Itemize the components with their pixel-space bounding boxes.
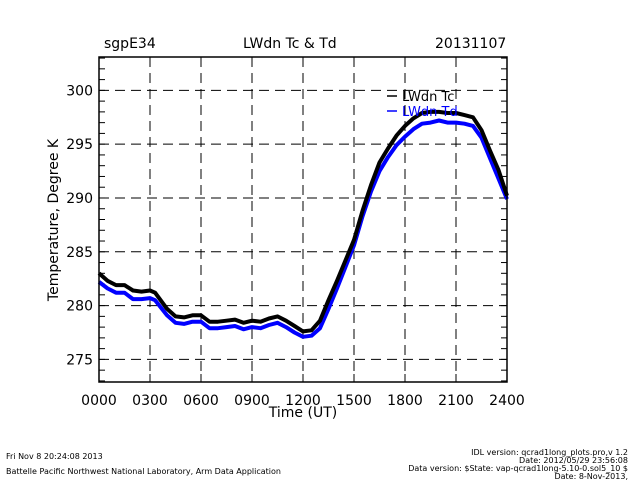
y-tick-labels: 275 280 285 290 295 300 (66, 83, 93, 368)
y-tick-label: 280 (66, 299, 93, 315)
footer-idl-version: IDL version: qcrad1long_plots.pro,v 1.2 (471, 448, 628, 457)
footer-data-version: Data version: $State: vap-qcrad1long-5.1… (408, 464, 628, 473)
y-tick-label: 295 (66, 137, 93, 153)
x-tick-label: 0300 (132, 393, 168, 409)
x-axis-label: Time (UT) (268, 405, 337, 421)
series-line-lwdn-td (97, 118, 509, 339)
series-line-lwdn-tc (97, 109, 509, 334)
legend-label-tc: LWdn Tc (402, 90, 454, 105)
plot-frame (98, 56, 508, 383)
footer-data-date: Date: 8-Nov-2013, (554, 472, 628, 481)
y-tick-label: 285 (66, 245, 93, 261)
legend: LWdn Tc LWdn Td (387, 90, 458, 120)
legend-label-td: LWdn Td (402, 105, 458, 120)
x-tick-label: 2100 (438, 393, 474, 409)
y-tick-label: 290 (66, 191, 93, 207)
site-label: sgpE34 (104, 36, 156, 52)
y-axis-label: Temperature, Degree K (46, 138, 62, 302)
x-tick-label: 0000 (81, 393, 117, 409)
x-tick-labels: 0000 0300 0600 0900 1200 1500 1800 2100 2400 (81, 393, 525, 409)
series-lines (97, 109, 509, 339)
x-tick-label: 0900 (234, 393, 270, 409)
grid (99, 57, 507, 382)
footer-org: Battelle Pacific Northwest National Labo… (6, 467, 281, 476)
x-tick-label: 0600 (183, 393, 219, 409)
date-label: 20131107 (435, 36, 507, 52)
footer-idl-date: Date: 2012/05/29 23:56:08 (519, 456, 628, 465)
chart-title: LWdn Tc & Td (243, 36, 337, 52)
x-tick-label: 1200 (285, 393, 321, 409)
x-tick-label: 2400 (489, 393, 525, 409)
y-tick-label: 275 (66, 352, 93, 368)
y-tick-label: 300 (66, 83, 93, 99)
x-tick-label: 1800 (387, 393, 423, 409)
x-tick-label: 1500 (336, 393, 372, 409)
axis-ticks (98, 57, 508, 382)
footer-timestamp: Fri Nov 8 20:24:08 2013 (6, 452, 103, 461)
